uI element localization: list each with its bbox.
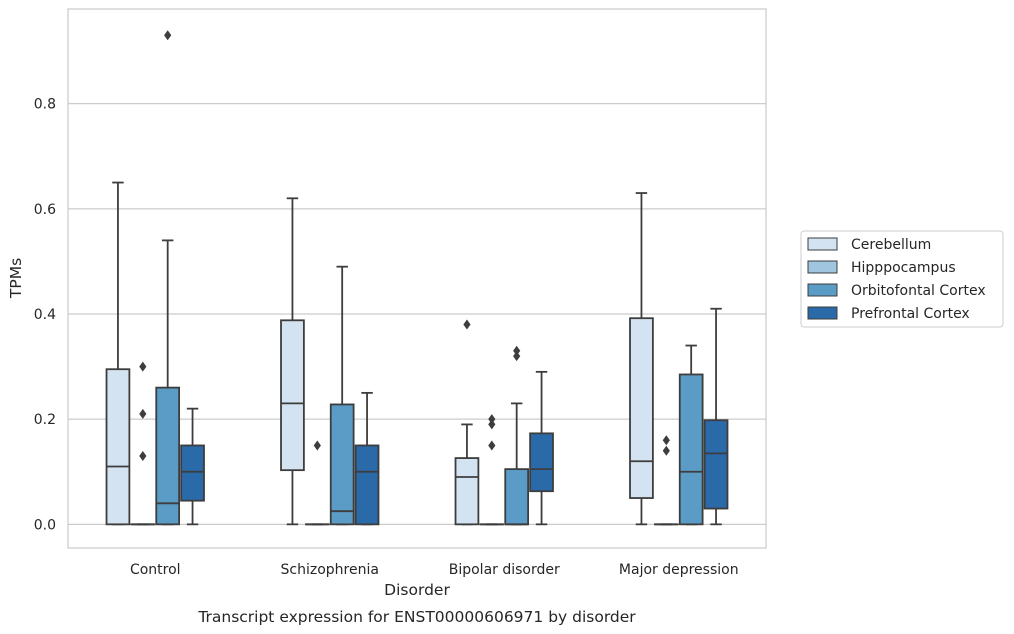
legend-label: Prefrontal Cortex <box>851 306 970 322</box>
box-iqr <box>678 373 704 526</box>
box-orbitofontal-cortex <box>329 265 355 526</box>
legend-swatch <box>807 260 838 274</box>
legend-frame <box>800 230 1004 328</box>
box-iqr <box>703 419 729 510</box>
x-tick-labels: Control Schizophrenia Bipolar disorder Majo… <box>130 562 739 578</box>
outlier-point <box>463 319 471 330</box>
x-axis-label: Disorder <box>384 581 450 599</box>
chart-caption: Transcript expression for ENST0000060697… <box>197 608 636 626</box>
legend-label: Hipppocampus <box>851 260 956 276</box>
outlier-point <box>488 414 496 425</box>
x-tick-label: Schizophrenia <box>281 562 379 578</box>
outlier-point <box>662 435 670 446</box>
box-iqr <box>105 368 131 526</box>
y-axis-label: TPMs <box>7 258 25 299</box>
box-hipppocampus <box>653 435 679 526</box>
box-iqr <box>180 444 205 502</box>
outlier-point <box>513 345 521 356</box>
outlier-point <box>513 351 521 362</box>
outlier-point <box>139 450 147 461</box>
legend: Cerebellum Hipppocampus Orbitofontal Corte… <box>800 230 1004 328</box>
box-iqr <box>155 386 181 526</box>
outlier-point <box>662 445 670 456</box>
legend-swatch <box>807 283 838 297</box>
outlier-point <box>488 440 496 451</box>
box-hipppocampus <box>130 361 156 526</box>
box-cerebellum <box>454 319 480 526</box>
box-plot-marks <box>105 30 729 526</box>
box-iqr <box>629 317 654 499</box>
legend-label: Cerebellum <box>851 237 931 253</box>
y-tick-label: 0.0 <box>34 517 56 533</box>
box-orbitofontal-cortex <box>155 30 181 526</box>
box-hipppocampus <box>479 414 505 526</box>
box-iqr <box>529 432 554 493</box>
box-prefrontal-cortex <box>529 370 554 526</box>
outlier-point <box>139 408 147 419</box>
box-iqr <box>280 319 305 472</box>
box-cerebellum <box>105 181 131 526</box>
box-cerebellum <box>629 192 654 526</box>
legend-swatch <box>807 306 838 320</box>
outlier-point <box>488 419 496 430</box>
outlier-point <box>313 440 321 451</box>
legend-label: Orbitofontal Cortex <box>851 283 986 299</box>
outlier-point <box>164 30 172 41</box>
x-tick-label: Control <box>130 562 181 578</box>
box-cerebellum <box>280 197 305 526</box>
y-tick-label: 0.6 <box>34 202 56 218</box>
box-iqr <box>329 403 355 526</box>
box-iqr <box>504 468 530 526</box>
box-orbitofontal-cortex <box>678 344 704 526</box>
outlier-point <box>139 361 147 372</box>
box-hipppocampus <box>304 440 330 526</box>
x-tick-label: Bipolar disorder <box>449 562 560 578</box>
legend-swatch <box>807 237 838 251</box>
box-iqr <box>354 444 380 526</box>
y-tick-label: 0.4 <box>34 307 56 323</box>
box-iqr <box>454 457 480 526</box>
y-tick-label: 0.8 <box>34 97 56 113</box>
box-prefrontal-cortex <box>354 391 380 526</box>
box-prefrontal-cortex <box>180 407 205 526</box>
y-tick-label: 0.2 <box>34 412 56 428</box>
box-orbitofontal-cortex <box>504 345 530 526</box>
box-prefrontal-cortex <box>703 307 729 526</box>
y-tick-labels: 0.0 0.2 0.4 0.6 0.8 <box>34 97 56 534</box>
plot-frame <box>67 8 767 549</box>
x-tick-label: Major depression <box>619 562 739 578</box>
